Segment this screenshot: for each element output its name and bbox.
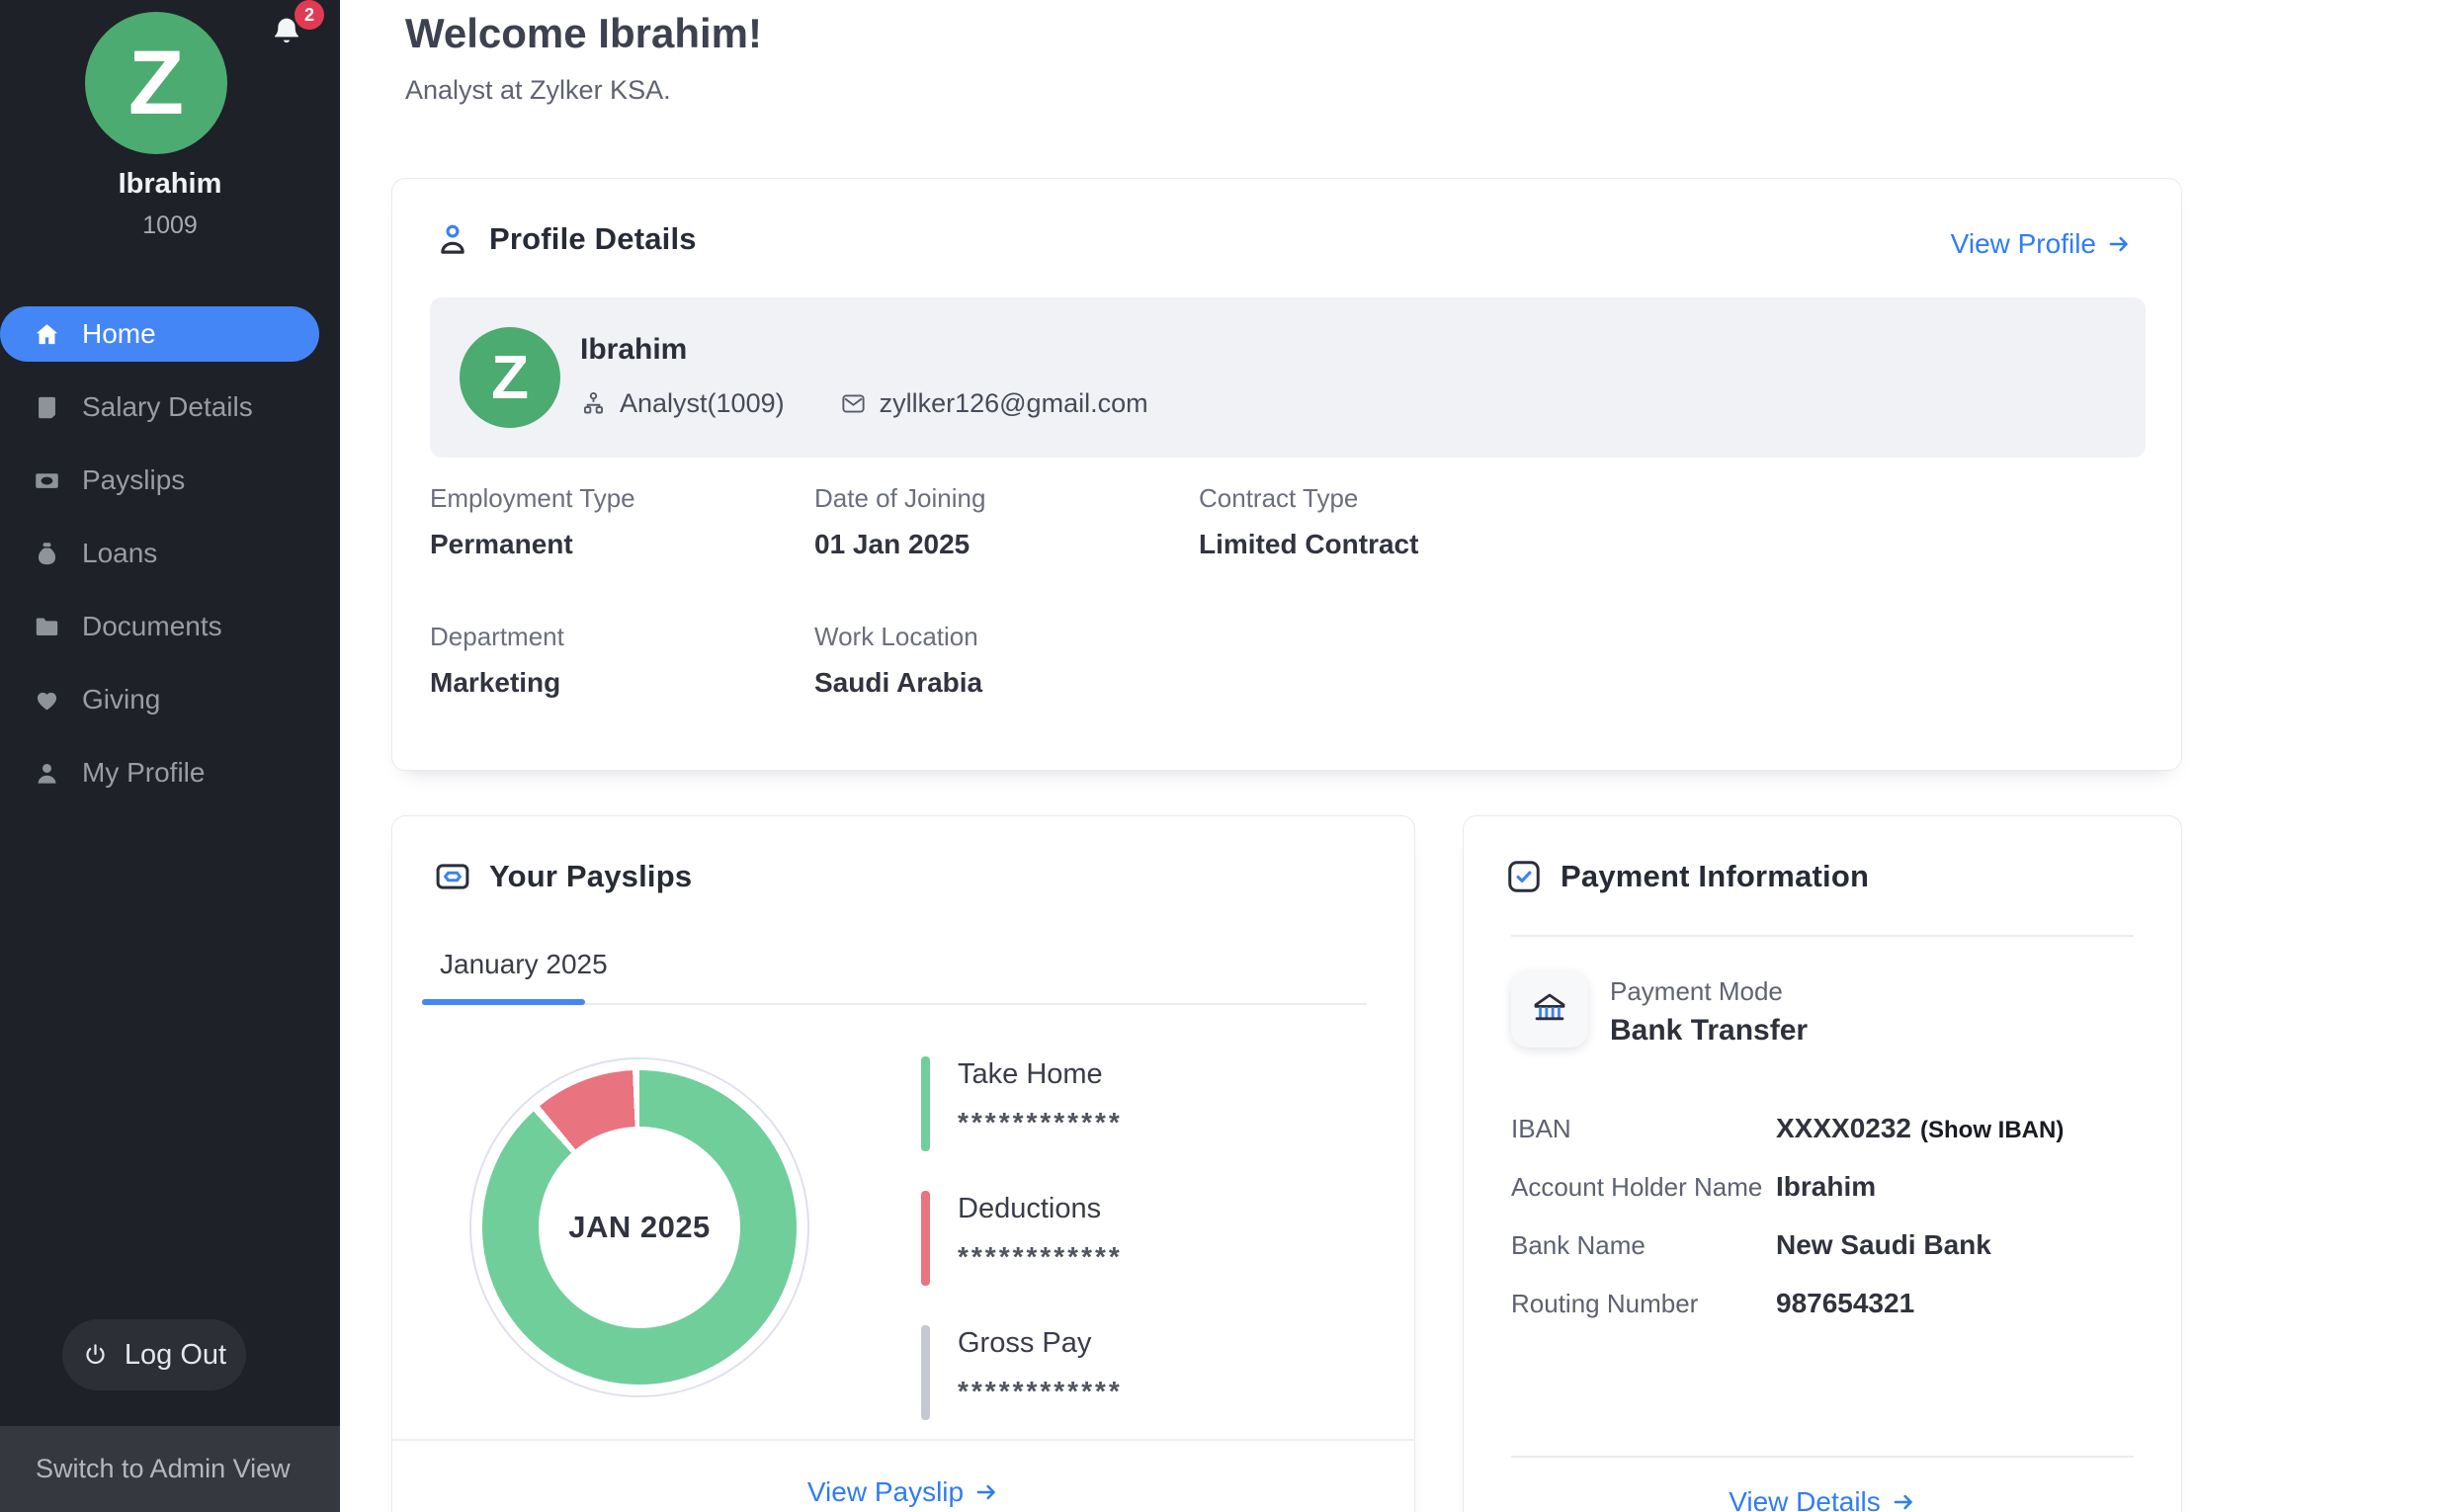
org-hierarchy-icon bbox=[583, 391, 604, 414]
switch-admin-view-button[interactable]: Switch to Admin View bbox=[0, 1426, 340, 1512]
sidebar-item-loans[interactable]: Loans bbox=[0, 526, 319, 581]
profile-details-card: Profile Details View Profile Z Ibrahim A… bbox=[391, 178, 2182, 771]
salary-details-icon bbox=[34, 394, 60, 421]
arrow-right-icon bbox=[1894, 1494, 1912, 1510]
sidebar-item-salary-details[interactable]: Salary Details bbox=[0, 379, 319, 435]
divider bbox=[1511, 935, 2134, 937]
profile-name: Ibrahim bbox=[580, 333, 688, 366]
payment-details: IBAN XXXX0232 (Show IBAN) Account Holder… bbox=[1511, 1113, 2144, 1346]
sidebar-item-label: Salary Details bbox=[82, 391, 253, 422]
row-account-holder-name: Account Holder Name Ibrahim bbox=[1511, 1171, 1877, 1202]
view-details-link[interactable]: View Details bbox=[1729, 1486, 1916, 1512]
legend-item-gross-pay: Gross Pay ************ bbox=[921, 1325, 1123, 1420]
sidebar: 2 Z Ibrahim 1009 Home Salary Details bbox=[0, 0, 340, 1512]
mail-icon bbox=[842, 394, 865, 413]
tab-january-2025[interactable]: January 2025 bbox=[440, 949, 608, 979]
view-profile-link[interactable]: View Profile bbox=[1951, 228, 2132, 260]
sidebar-item-my-profile[interactable]: My Profile bbox=[0, 745, 319, 800]
row-iban: IBAN XXXX0232 (Show IBAN) bbox=[1511, 1113, 2065, 1143]
view-payslip-link[interactable]: View Payslip bbox=[807, 1476, 999, 1508]
card-title: Your Payslips bbox=[489, 859, 693, 893]
show-iban-button[interactable]: (Show IBAN) bbox=[1920, 1117, 2065, 1143]
divider bbox=[392, 1439, 1414, 1441]
donut-center-label: JAN 2025 bbox=[568, 1210, 711, 1244]
page-subtitle: Analyst at Zylker KSA. bbox=[405, 75, 671, 105]
loans-icon bbox=[34, 541, 60, 567]
profile-email: zyllker126@gmail.com bbox=[840, 388, 1148, 419]
payslips-card: Your Payslips January 2025 JAN 2025 Take… bbox=[391, 815, 1415, 1512]
legend-color-bar bbox=[921, 1056, 930, 1151]
active-tab-indicator bbox=[422, 999, 585, 1005]
divider bbox=[1511, 1456, 2134, 1458]
sidebar-user-id: 1009 bbox=[142, 211, 198, 239]
payment-mode-label: Payment Mode bbox=[1610, 976, 1783, 1006]
home-icon bbox=[34, 321, 60, 348]
profile-summary-strip: Z Ibrahim Analyst(1009) zyllk bbox=[430, 297, 2146, 458]
arrow-right-icon bbox=[976, 1484, 995, 1500]
payment-information-icon bbox=[1505, 858, 1543, 895]
row-routing-number: Routing Number 987654321 bbox=[1511, 1288, 1915, 1318]
my-profile-icon bbox=[34, 760, 60, 787]
notifications-button[interactable]: 2 bbox=[271, 0, 326, 57]
sidebar-item-label: Loans bbox=[82, 538, 158, 568]
field-contract-type: Contract Type Limited Contract bbox=[1199, 483, 1419, 559]
card-title: Profile Details bbox=[489, 221, 697, 256]
profile-role: Analyst(1009) bbox=[580, 388, 785, 419]
bank-icon bbox=[1534, 993, 1565, 1021]
donut-outer-ring bbox=[469, 1057, 809, 1397]
giving-icon bbox=[34, 687, 60, 714]
sidebar-item-label: Giving bbox=[82, 684, 161, 714]
power-icon bbox=[86, 1343, 105, 1364]
sidebar-nav: Home Salary Details Payslips Loans bbox=[0, 306, 340, 818]
field-department: Department Marketing bbox=[430, 622, 564, 698]
legend-color-bar bbox=[921, 1191, 930, 1286]
sidebar-item-documents[interactable]: Documents bbox=[0, 599, 319, 654]
documents-icon bbox=[34, 614, 60, 640]
sidebar-item-label: Payslips bbox=[82, 464, 186, 495]
sidebar-item-payslips[interactable]: Payslips bbox=[0, 453, 319, 508]
avatar: Z bbox=[85, 12, 227, 154]
legend-color-bar bbox=[921, 1325, 930, 1420]
sidebar-item-giving[interactable]: Giving bbox=[0, 672, 319, 727]
sidebar-item-label: Documents bbox=[82, 611, 222, 641]
avatar: Z bbox=[460, 327, 560, 428]
sidebar-item-home[interactable]: Home bbox=[0, 306, 319, 362]
arrow-right-icon bbox=[2109, 236, 2128, 252]
payslips-icon bbox=[34, 467, 60, 494]
profile-details-icon bbox=[434, 220, 471, 258]
payslip-legend: Take Home ************ Deductions ******… bbox=[921, 1056, 1123, 1420]
field-employment-type: Employment Type Permanent bbox=[430, 483, 635, 559]
main-content: Welcome Ibrahim! Analyst at Zylker KSA. … bbox=[340, 0, 2447, 1512]
field-work-location: Work Location Saudi Arabia bbox=[814, 622, 983, 698]
profile-fields: Employment Type Permanent Date of Joinin… bbox=[430, 483, 1583, 699]
notification-badge: 2 bbox=[295, 0, 324, 30]
payment-mode-value: Bank Transfer bbox=[1610, 1014, 1809, 1047]
card-title: Payment Information bbox=[1561, 859, 1870, 893]
sidebar-item-label: Home bbox=[82, 318, 156, 349]
legend-item-take-home: Take Home ************ bbox=[921, 1056, 1123, 1151]
payslips-card-icon bbox=[434, 858, 471, 895]
sidebar-item-label: My Profile bbox=[82, 757, 206, 788]
page-title: Welcome Ibrahim! bbox=[405, 10, 762, 56]
payment-information-card: Payment Information Payment Mode Bank Tr… bbox=[1463, 815, 2182, 1512]
logout-button[interactable]: Log Out bbox=[62, 1319, 246, 1390]
legend-item-deductions: Deductions ************ bbox=[921, 1191, 1123, 1286]
sidebar-user-name: Ibrahim bbox=[118, 168, 222, 200]
bank-icon-box bbox=[1511, 970, 1588, 1048]
row-bank-name: Bank Name New Saudi Bank bbox=[1511, 1229, 1991, 1260]
payslip-donut-chart bbox=[482, 1070, 797, 1385]
field-date-of-joining: Date of Joining 01 Jan 2025 bbox=[814, 483, 986, 559]
tab-divider bbox=[422, 1003, 1367, 1005]
bell-icon bbox=[274, 18, 299, 43]
